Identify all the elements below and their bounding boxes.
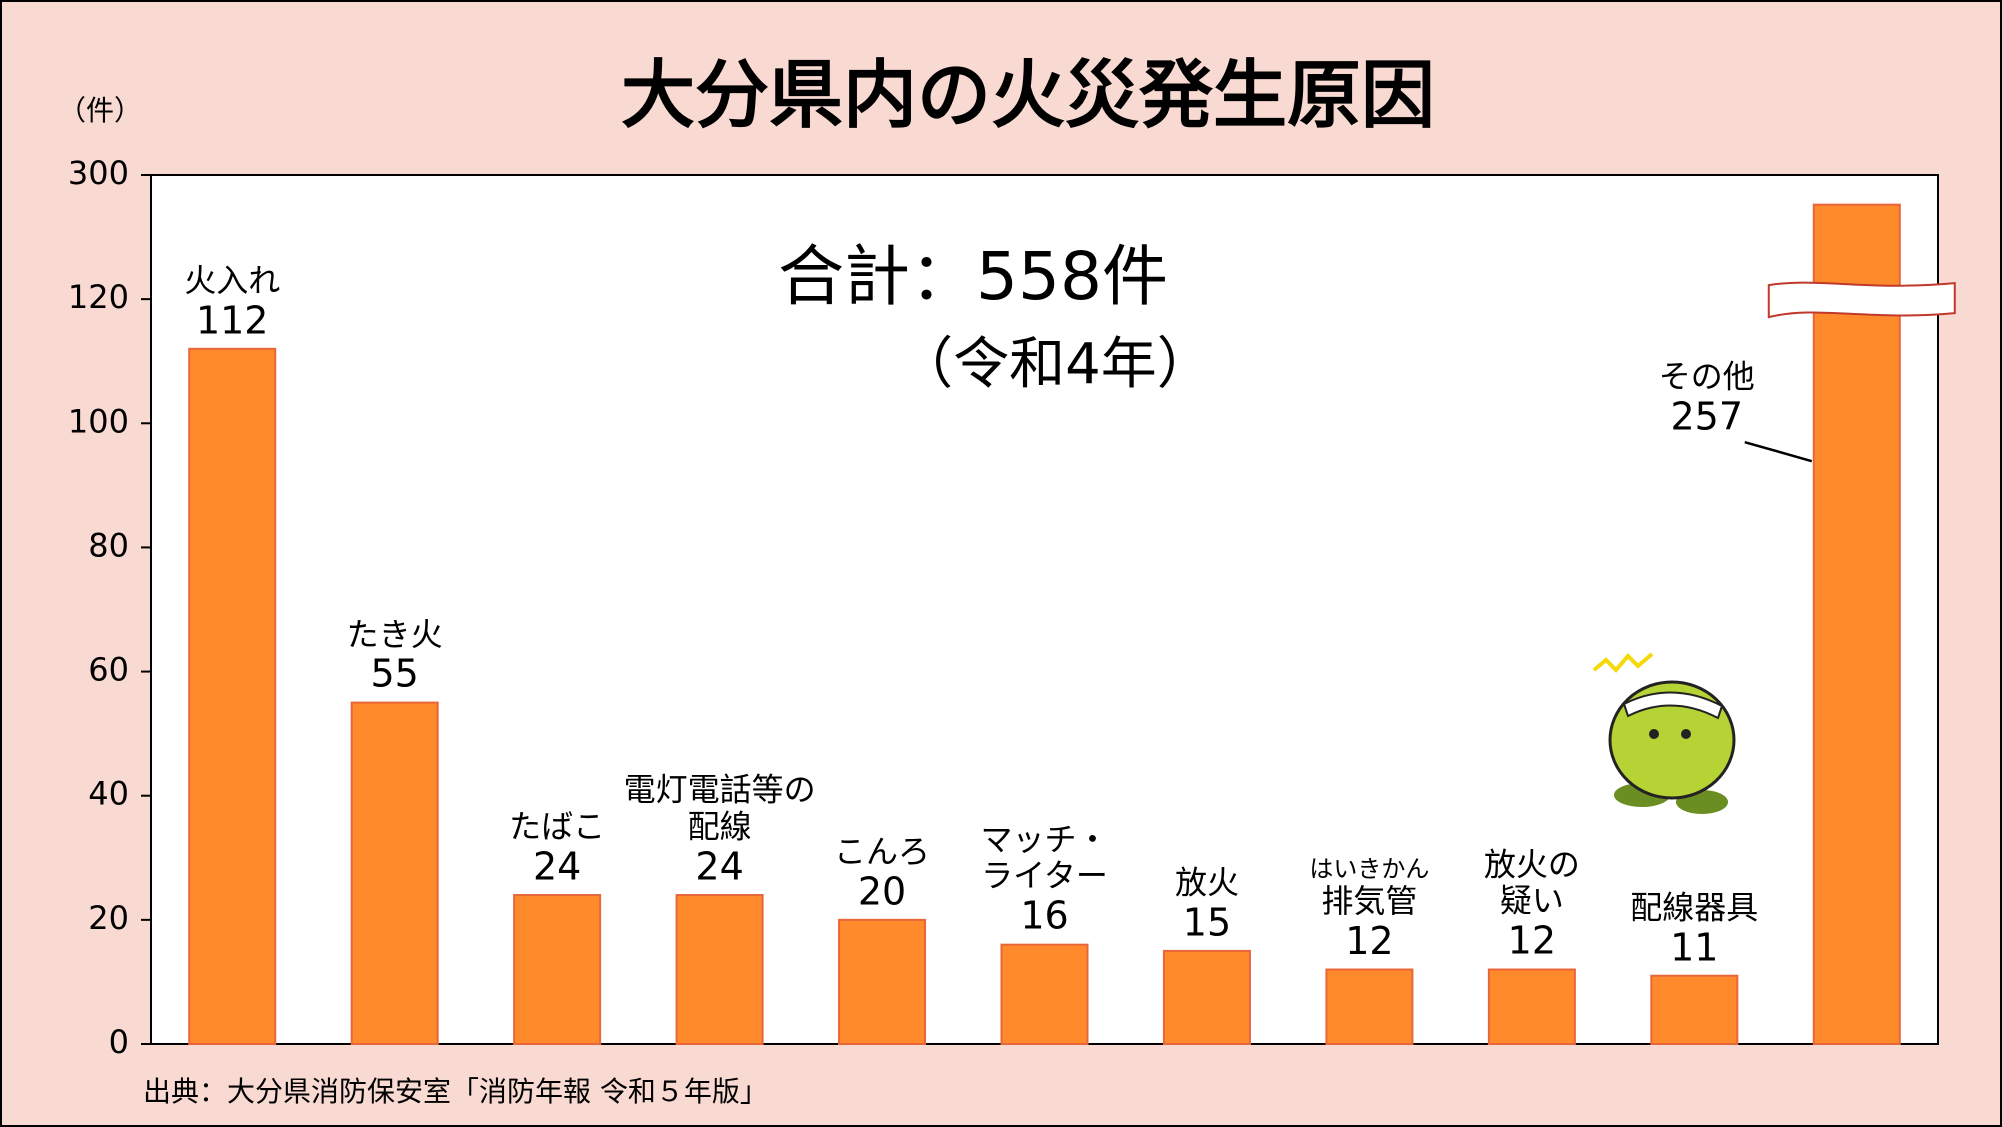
bar [1000, 943, 1089, 1046]
category-label: 火入れ [184, 261, 281, 300]
value-label: 112 [195, 298, 269, 343]
y-tick-label: 100 [68, 402, 129, 440]
plot-area [150, 174, 1939, 1045]
mascot [1592, 652, 1736, 814]
bar-label-group: はいきかん 排気管 12 [1309, 855, 1429, 963]
bar-label-group: 火入れ 112 [184, 262, 280, 342]
category-label: 配線器具 [1630, 888, 1759, 927]
value-label: 20 [857, 869, 907, 914]
bar-label-group: 配線器具 11 [1630, 889, 1758, 969]
bar [1650, 974, 1739, 1046]
category-label: こんろ [834, 832, 931, 871]
mascot-band [1622, 691, 1724, 720]
bar-label-group: こんろ 20 [834, 833, 930, 913]
bar [1162, 949, 1251, 1046]
bar [188, 347, 277, 1045]
y-tick-label: 0 [109, 1023, 129, 1061]
value-label: 15 [1182, 900, 1232, 945]
category-label: 排気管 [1321, 882, 1418, 921]
value-label: 12 [1345, 918, 1394, 963]
bar [1325, 968, 1414, 1045]
value-label: 16 [1020, 893, 1069, 938]
mascot-eye [1649, 729, 1659, 739]
bar-label-group: たき火 55 [347, 616, 443, 696]
bar [513, 894, 602, 1045]
mascot-shock [1592, 652, 1654, 673]
value-label: 12 [1507, 918, 1557, 963]
y-tick-label: 80 [88, 526, 129, 564]
category-label: 放火の 疑い [1483, 845, 1580, 921]
category-label: 電灯電話等の 配線 [623, 770, 816, 846]
value-label: 11 [1670, 925, 1719, 970]
y-unit: （件） [58, 94, 142, 127]
bar-label-group: 電灯電話等の 配線 24 [623, 770, 816, 889]
chart-title: 大分県内の火災発生原因 [621, 53, 1435, 139]
bar-label-group: マッチ・ ライター 16 [980, 821, 1108, 938]
total-label: 合計：558件 [778, 238, 1168, 315]
axis-break [1767, 281, 1956, 319]
y-tick-label: 60 [88, 651, 129, 689]
value-label: 24 [532, 844, 582, 889]
category-label: 放火 [1174, 863, 1239, 902]
category-label: マッチ・ ライター [980, 820, 1109, 896]
bar-label-group: 放火 15 [1175, 864, 1239, 944]
value-label: 257 [1670, 394, 1744, 439]
bar-label-group: その他 257 [1658, 357, 1755, 439]
bar [1487, 968, 1576, 1045]
y-tick-label: 40 [88, 775, 129, 813]
year-label: （令和4年） [897, 332, 1213, 397]
bar [350, 701, 439, 1045]
bar-label-group: たばこ 24 [509, 807, 606, 889]
value-label: 24 [695, 844, 744, 889]
y-tick-label: 120 [68, 278, 129, 316]
category-label: その他 [1658, 357, 1755, 396]
bar [675, 894, 764, 1045]
value-label: 55 [370, 651, 419, 696]
category-label: たばこ [509, 807, 606, 846]
category-ruby: はいきかん [1309, 854, 1430, 883]
source: 出典：大分県消防保安室「消防年報 令和５年版」 [143, 1075, 768, 1108]
y-tick-label: 300 [68, 154, 129, 192]
leader-line [1744, 440, 1813, 463]
y-tick-label: 20 [88, 899, 129, 937]
category-label: たき火 [346, 615, 443, 654]
bar [1812, 203, 1901, 1045]
bar [838, 918, 927, 1045]
mascot-eye [1681, 729, 1691, 739]
bar-label-group: 放火の 疑い 12 [1484, 846, 1580, 963]
